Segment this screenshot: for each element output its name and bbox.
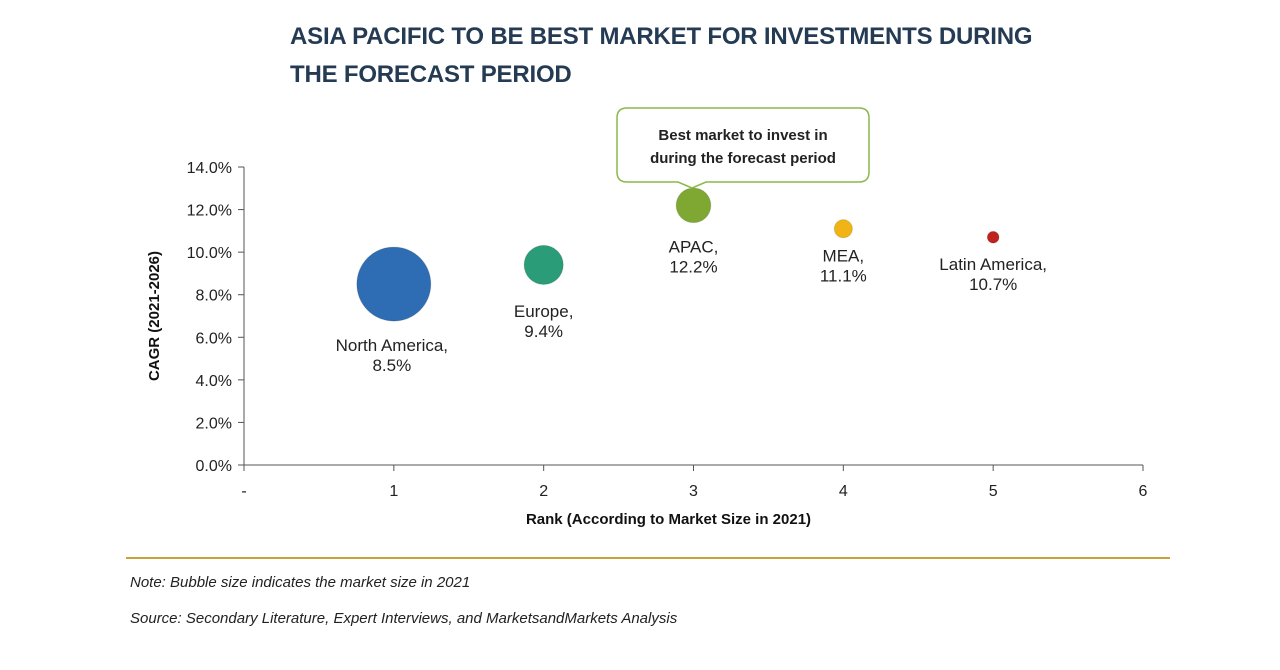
bubble-label-name: Europe, (514, 302, 574, 321)
chart-title-line-1: ASIA PACIFIC TO BE BEST MARKET FOR INVES… (290, 23, 1033, 50)
chart-bubble-labels: North America,8.5% Europe,9.4% APAC,12.2% M… (336, 237, 1047, 375)
y-tick-label: 2.0% (196, 415, 232, 432)
callout-box (616, 107, 870, 189)
x-tick-label: 4 (839, 483, 848, 500)
bubble-label-value: 10.7% (969, 275, 1017, 294)
bubble-label-value: 8.5% (372, 356, 411, 375)
x-tick-label: 1 (389, 483, 398, 500)
x-tick-label: 2 (539, 483, 548, 500)
x-axis-label: Rank (According to Market Size in 2021) (526, 511, 811, 528)
chart-source: Source: Secondary Literature, Expert Int… (130, 610, 678, 627)
chart-title: ASIA PACIFIC TO BE BEST MARKET FOR INVES… (290, 18, 1190, 94)
bubble-point (356, 246, 432, 322)
chart-callout: Best market to invest in during the forec… (616, 107, 870, 189)
chart-axes: 0.0% 2.0% 4.0% 6.0% 8.0% 10.0% 12.0% 14.0% - 1 2 3 4… (146, 160, 1148, 528)
x-tick-label: - (241, 483, 246, 500)
y-tick-label: 8.0% (196, 288, 232, 305)
x-tick-label: 3 (689, 483, 698, 500)
bubble-label-value: 9.4% (524, 322, 563, 341)
y-tick-label: 0.0% (196, 458, 232, 475)
y-tick-label: 14.0% (187, 160, 232, 177)
chart-bubbles (356, 187, 1000, 322)
x-tick-label: 6 (1139, 483, 1148, 500)
y-tick-label: 4.0% (196, 373, 232, 390)
y-axis-label: CAGR (2021-2026) (146, 251, 163, 381)
bubble-label-name: APAC, (669, 237, 719, 256)
callout-text-line-2: during the forecast period (650, 150, 836, 167)
bubble-label-name: Latin America, (939, 255, 1047, 274)
y-tick-label: 10.0% (187, 245, 232, 262)
chart-title-line-2: THE FORECAST PERIOD (290, 61, 572, 88)
x-tick-label: 5 (989, 483, 998, 500)
chart-note: Note: Bubble size indicates the market s… (130, 574, 471, 591)
bubble-point (986, 230, 1000, 244)
bubble-point (833, 219, 853, 239)
bubble-point (675, 187, 712, 224)
bubble-label-name: MEA, (823, 247, 865, 266)
bubble-label-name: North America, (336, 336, 448, 355)
bubble-point (523, 244, 564, 285)
bubble-label-value: 12.2% (669, 257, 717, 276)
footer-divider (126, 557, 1170, 559)
y-tick-label: 12.0% (187, 203, 232, 220)
bubble-label-value: 11.1% (820, 267, 867, 286)
callout-text-line-1: Best market to invest in (658, 127, 827, 144)
y-tick-label: 6.0% (196, 330, 232, 347)
